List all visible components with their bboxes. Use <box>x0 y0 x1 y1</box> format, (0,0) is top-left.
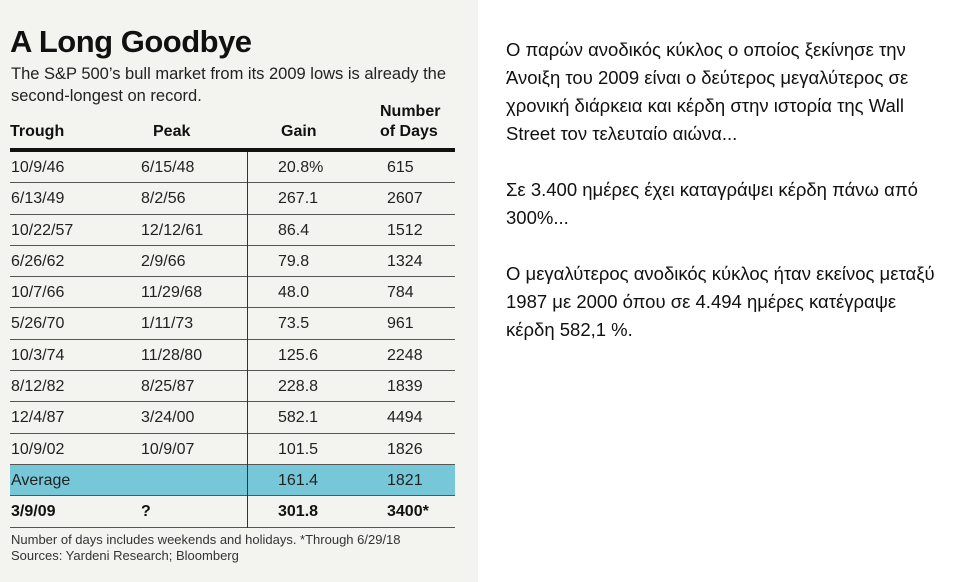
average-row: Average 161.4 1821 <box>10 464 455 497</box>
table-cell: 10/9/07 <box>141 440 195 458</box>
table-cell: 12/12/61 <box>141 221 204 239</box>
table-cell: 4494 <box>387 409 423 427</box>
table-cell: 8/2/56 <box>141 190 186 208</box>
table-row: 10/9/02 10/9/07 101.5 1826 <box>10 434 455 465</box>
table-row: 6/26/62 2/9/66 79.8 1324 <box>10 246 455 278</box>
table-row: 5/26/70 1/11/73 73.5 961 <box>10 308 455 340</box>
table-cell: 86.4 <box>278 221 310 239</box>
table-cell: 8/12/82 <box>11 378 65 396</box>
graphic-subtitle: The S&P 500’s bull market from its 2009 … <box>11 65 447 105</box>
table-cell: 20.8% <box>278 159 324 176</box>
graphic-title: A Long Goodbye <box>10 24 252 59</box>
table-cell: 784 <box>387 284 414 302</box>
table-cell: 3/24/00 <box>141 409 195 427</box>
sources: Sources: Yardeni Research; Bloomberg <box>11 548 239 563</box>
table-cell: 1512 <box>387 221 423 239</box>
table-cell: 228.8 <box>278 378 319 396</box>
table-row: 12/4/87 3/24/00 582.1 4494 <box>10 402 455 434</box>
table-cell: 10/7/66 <box>11 284 65 302</box>
table-cell: 2/9/66 <box>141 252 186 270</box>
table-cell: 2607 <box>387 190 423 208</box>
table-cell: 3400* <box>387 503 429 521</box>
current-row: 3/9/09? 301.8 3400* <box>10 496 455 528</box>
table-row: 6/13/49 8/2/56 267.1 2607 <box>10 183 455 215</box>
table-row: 10/9/46 6/15/48 20.8% 615 <box>10 152 455 184</box>
table-cell: 10/9/46 <box>11 159 65 176</box>
commentary-paragraph: Ο παρών ανοδικός κύκλος ο οποίος ξεκίνησ… <box>506 39 909 144</box>
footnote: Number of days includes weekends and hol… <box>11 532 401 547</box>
table-cell: 2248 <box>387 346 423 364</box>
column-divider <box>247 152 248 528</box>
table-cell: 11/28/80 <box>141 346 203 364</box>
table-cell: 1821 <box>387 471 423 489</box>
header-gain: Gain <box>281 123 317 140</box>
table-cell: 961 <box>387 315 414 333</box>
table-cell: ? <box>141 503 151 521</box>
table-cell: 10/3/74 <box>11 346 65 364</box>
table-cell: Average <box>11 471 71 489</box>
table-cell: 5/26/70 <box>11 315 65 333</box>
commentary-paragraph: Σε 3.400 ημέρες έχει καταγράψει κέρδη πά… <box>506 179 918 228</box>
table-cell: 3/9/09 <box>11 503 56 521</box>
header-peak: Peak <box>153 123 191 140</box>
commentary-paragraph: Ο μεγαλύτερος ανοδικός κύκλος ήταν εκείν… <box>506 263 935 340</box>
table-cell: 301.8 <box>278 503 319 521</box>
table-row: 10/22/57 12/12/61 86.4 1512 <box>10 215 455 246</box>
table-cell: 6/26/62 <box>11 252 65 270</box>
table-cell: 101.5 <box>278 440 319 458</box>
table-cell: 1324 <box>387 252 423 270</box>
table-graphic: A Long Goodbye The S&P 500’s bull market… <box>0 0 478 582</box>
table-cell: 125.6 <box>278 346 319 364</box>
table-cell: 11/29/68 <box>141 284 203 302</box>
commentary: Ο παρών ανοδικός κύκλος ο οποίος ξεκίνησ… <box>506 36 946 372</box>
table-body: 10/9/46 6/15/48 20.8% 615 6/13/49 8/2/56 267.1… <box>10 152 455 528</box>
header-days-line2: of Days <box>380 123 438 140</box>
table-cell: 1839 <box>387 378 423 396</box>
table-cell: 8/25/87 <box>141 378 195 396</box>
table-cell: 161.4 <box>278 471 319 489</box>
table-cell: 10/9/02 <box>11 440 65 458</box>
table-cell: 79.8 <box>278 252 310 270</box>
table-cell: 6/13/49 <box>11 190 65 208</box>
table-cell: 73.5 <box>278 315 310 333</box>
table-cell: 10/22/57 <box>11 221 74 239</box>
table-cell: 6/15/48 <box>141 159 195 176</box>
table-row: 10/7/66 11/29/68 48.0 784 <box>10 277 455 309</box>
table-row: 10/3/74 11/28/80 125.6 2248 <box>10 340 455 372</box>
table-cell: 615 <box>387 159 414 176</box>
table-row: 8/12/82 8/25/87 228.8 1839 <box>10 371 455 403</box>
header-rule <box>10 148 455 152</box>
table-cell: 267.1 <box>278 190 319 208</box>
table-cell: 12/4/87 <box>11 409 65 427</box>
table-cell: 48.0 <box>278 284 310 302</box>
table-cell: 1826 <box>387 440 423 458</box>
table-cell: 1/11/73 <box>141 315 194 333</box>
table-cell: 582.1 <box>278 409 319 427</box>
header-trough: Trough <box>10 123 65 140</box>
footnotes: Number of days includes weekends and hol… <box>11 532 401 564</box>
header-days-line1: Number <box>380 103 441 120</box>
